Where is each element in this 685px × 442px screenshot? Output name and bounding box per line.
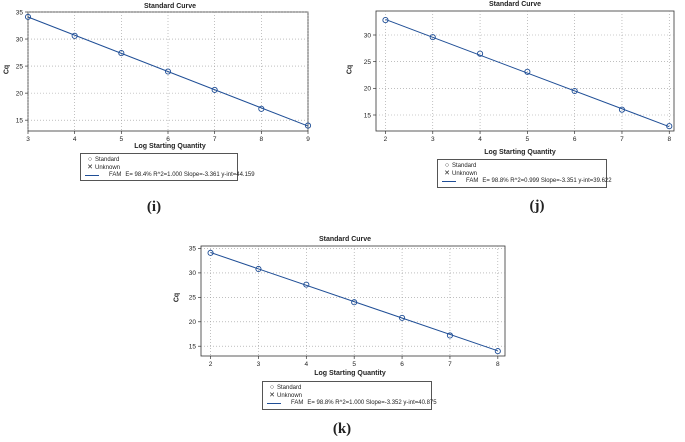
data-point [118,50,125,57]
data-point [304,122,312,129]
x-tick-label: 8 [260,136,264,143]
y-tick-label: 35 [16,9,24,16]
legend: ○ Standard ✕ Unknown FAM E= 98.8% R^2=1.… [262,381,437,410]
data-point [207,249,214,256]
data-point [494,348,501,355]
standard-marker-icon: ○ [87,156,93,163]
x-tick-label: 6 [400,361,404,368]
legend-equation: E= 98.8% R^2=0.999 Slope=-3.351 y-int=39… [482,178,612,184]
plot-area: 2 3 4 5 6 7 8 15 20 25 30 35 [189,245,506,368]
chart-panel-i: Standard Curve Cq Log Starting Quantity … [0,0,330,220]
y-tick-label: 25 [364,59,372,66]
y-tick-label: 15 [364,112,372,119]
legend-equation: E= 98.8% R^2=1.000 Slope=-3.352 y-int=40… [307,400,437,406]
data-point [351,299,358,306]
y-tick-label: 30 [189,270,197,277]
x-tick-label: 4 [478,136,482,143]
x-tick-label: 7 [620,136,624,143]
y-tick-label: 25 [189,295,197,302]
unknown-marker-icon: ✕ [87,164,93,171]
y-tick-label: 30 [16,36,24,43]
y-tick-label: 20 [364,86,372,93]
legend: ○ Standard ✕ Unknown FAM E= 98.4% R^2=1.… [80,153,255,181]
chart-title: Standard Curve [318,236,372,243]
data-point [258,105,265,112]
standard-marker-icon: ○ [444,162,450,169]
x-tick-label: 8 [667,136,671,143]
x-tick-label: 5 [526,136,530,143]
x-tick-label: 8 [496,361,500,368]
x-tick-label: 2 [209,361,213,368]
chart-panel-j: Standard Curve Cq Log Starting Quantity … [345,0,685,220]
data-point [71,32,78,39]
x-axis-label: Log Starting Quantity [314,370,386,377]
data-point [164,68,172,75]
x-axis-label: Log Starting Quantity [134,143,206,150]
y-tick-label: 20 [189,319,197,326]
legend-series-label: FAM [466,178,479,184]
data-point [477,50,484,57]
y-tick-label: 35 [189,246,197,253]
data-point [24,13,32,20]
x-tick-label: 7 [448,361,452,368]
x-axis-label: Log Starting Quantity [484,149,556,156]
x-tick-label: 4 [73,136,77,143]
standard-marker-icon: ○ [269,384,275,391]
chart-panel-k: Standard Curve Cq Log Starting Quantity … [170,228,515,442]
x-tick-label: 3 [26,136,30,143]
x-tick-label: 4 [305,361,309,368]
data-point [303,281,310,288]
fit-line [385,18,670,128]
data-point [429,34,436,41]
chart-title: Standard Curve [488,1,542,8]
data-point [446,332,453,339]
data-point [618,106,626,113]
fit-line [210,252,498,352]
data-point [382,17,389,24]
plot-area: 2 3 4 5 6 7 8 15 20 25 30 [364,10,675,143]
legend-standard-label: Standard [452,162,477,169]
data-point [666,123,673,130]
fit-line [27,16,309,127]
x-tick-label: 5 [352,361,356,368]
data-point [571,87,578,95]
x-tick-label: 2 [384,136,388,143]
data-point [255,265,262,273]
legend-standard-label: Standard [277,384,302,391]
plot-area: 3 4 5 6 7 8 9 15 20 25 30 35 [16,9,312,143]
x-tick-label: 5 [120,136,124,143]
y-tick-label: 20 [16,90,24,97]
data-point [399,314,406,321]
x-tick-label: 6 [166,136,170,143]
legend-unknown-label: Unknown [277,392,303,399]
legend-unknown-label: Unknown [452,170,478,177]
data-point [211,86,218,93]
x-tick-label: 3 [431,136,435,143]
chart-title: Standard Curve [143,3,197,10]
legend-series-label: FAM [291,400,304,406]
y-tick-label: 30 [364,32,372,39]
y-tick-label: 25 [16,63,24,70]
legend: ○ Standard ✕ Unknown FAM E= 98.8% R^2=0.… [437,159,612,188]
panel-label: (i) [146,199,162,215]
data-point [524,68,531,75]
panel-label: (k) [332,421,352,437]
x-tick-label: 7 [213,136,217,143]
legend-equation: E= 98.4% R^2=1.000 Slope=-3.361 y-int=44… [125,172,255,178]
legend-unknown-label: Unknown [95,164,121,171]
y-tick-label: 15 [16,117,24,124]
unknown-marker-icon: ✕ [269,392,275,399]
legend-standard-label: Standard [95,156,120,163]
fit-line-swatch-icon [85,174,99,176]
x-tick-label: 6 [573,136,577,143]
legend-series-label: FAM [109,172,122,178]
fit-line-swatch-icon [442,180,456,182]
unknown-marker-icon: ✕ [444,170,450,177]
panel-label: (j) [529,198,545,214]
y-tick-label: 15 [189,344,197,351]
x-tick-label: 9 [306,136,310,143]
fit-line-swatch-icon [267,402,281,404]
x-tick-label: 3 [257,361,261,368]
